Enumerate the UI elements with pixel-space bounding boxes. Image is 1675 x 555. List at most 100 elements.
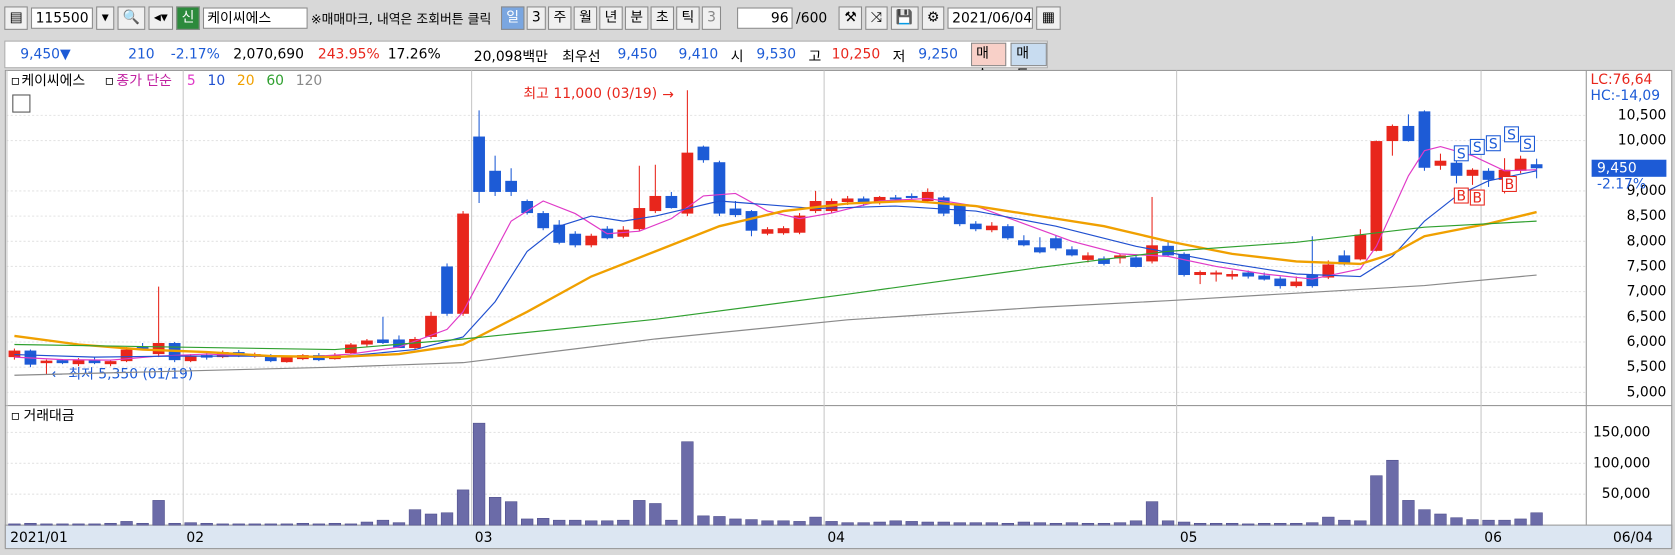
volume-bar (1129, 520, 1143, 526)
open: 9,530 (756, 46, 797, 63)
candle-body (1498, 169, 1511, 180)
signal-box (1520, 135, 1536, 152)
volume-bar (424, 513, 438, 526)
candle-body (1322, 264, 1335, 278)
low: 9,250 (918, 46, 959, 63)
candle-body (457, 213, 469, 314)
volume-bar (521, 518, 534, 526)
change: 210 (128, 46, 155, 63)
volume-bar (8, 523, 21, 526)
period-btn[interactable]: 분 (624, 6, 649, 30)
period-btn[interactable]: 3 (701, 6, 722, 30)
volume-bar (312, 523, 325, 526)
volume-bar (953, 522, 966, 526)
volume-bar (56, 523, 69, 526)
table-icon[interactable] (12, 94, 31, 113)
candle-body (1066, 249, 1078, 256)
candle-body (1130, 257, 1142, 267)
volume-bar (504, 501, 518, 526)
candle-body (937, 197, 950, 214)
volume-bar (665, 519, 678, 526)
y-tick-label: 7,000 (1627, 284, 1667, 300)
settings-btn[interactable]: ⚙ (921, 6, 945, 30)
tool-btn[interactable]: ⚒ (839, 6, 863, 30)
volume-bar (168, 522, 181, 526)
period-btn[interactable]: 년 (599, 6, 623, 30)
volume-bar (809, 516, 822, 526)
volume-bar (408, 509, 422, 526)
buy-btn[interactable]: 매수 (970, 42, 1007, 83)
volume-bar (1290, 522, 1303, 526)
volume-bar (40, 523, 53, 526)
volume-bar (344, 523, 358, 526)
save-btn[interactable]: 💾 (890, 6, 919, 30)
signal-label: S (1489, 136, 1498, 152)
candle-body (1226, 274, 1239, 277)
rate: -2.17% (170, 46, 220, 63)
candle-body (1082, 255, 1094, 260)
signal-label: S (1523, 137, 1532, 153)
amount: 20,098백만 (473, 48, 548, 65)
volume-bar (1450, 517, 1463, 526)
candle-body (1514, 158, 1527, 171)
volume-bar (1402, 500, 1415, 526)
period-btn[interactable]: 일 (500, 6, 525, 30)
period-btn[interactable]: 초 (650, 6, 675, 30)
signal-box (1469, 138, 1485, 155)
candle-body (1482, 170, 1495, 180)
candle-body (1306, 275, 1319, 287)
volume-bar (1081, 522, 1095, 526)
name-input[interactable]: 케이씨에스 (203, 7, 308, 29)
lc-label: LC:76,64 (1591, 72, 1653, 88)
volume-bar (472, 422, 486, 526)
ma-line (14, 145, 1537, 361)
volume-bar (713, 516, 726, 526)
candle-body (1370, 141, 1383, 251)
candle-body (88, 359, 101, 364)
volume-bar (1065, 522, 1079, 526)
dropdown[interactable]: ▾ (96, 6, 115, 30)
candle-body (120, 349, 133, 362)
candle-body (793, 215, 806, 233)
sell-btn[interactable]: 매도 (1010, 42, 1047, 83)
y-tick-label: 8,000 (1627, 233, 1667, 249)
y-tick-label: 5,000 (1627, 384, 1667, 400)
layout-btn[interactable]: ▤ (4, 6, 29, 30)
y-tick-label: 150,000 (1593, 424, 1650, 440)
sound-btn[interactable]: ◂▾ (148, 6, 174, 30)
y-tick-label: 100,000 (1593, 455, 1650, 471)
candle-body (1001, 226, 1014, 239)
x-tick-label: 04 (827, 530, 845, 546)
volume-bar (857, 522, 870, 526)
volume-bar (1370, 475, 1383, 526)
tool-btn[interactable]: ⤨ (865, 6, 888, 30)
volume-bar (793, 521, 806, 526)
code-input[interactable]: 115500 (31, 7, 94, 29)
search-btn[interactable]: 🔍 (117, 6, 146, 30)
candle-body (473, 136, 485, 192)
legend-entry: 60 (266, 73, 284, 89)
x-tick-label: 05 (1180, 530, 1198, 546)
candle-body (1402, 125, 1415, 142)
volume-bar (841, 522, 854, 526)
period-btn[interactable]: 월 (573, 6, 598, 30)
legend-entry: 5 (187, 73, 196, 89)
candle-body (1338, 255, 1351, 265)
volume-bar (1177, 521, 1191, 526)
period-btn[interactable]: 틱 (676, 6, 700, 30)
candle-body (569, 233, 582, 246)
count-input[interactable]: 96 (737, 7, 793, 29)
candle-body (1466, 169, 1479, 176)
volume-bar (280, 523, 293, 526)
volume-bar (1113, 522, 1127, 526)
date-input[interactable]: 2021/06/04 (947, 7, 1034, 29)
period-btn[interactable]: 3 (526, 6, 547, 30)
volume-bar (921, 521, 934, 526)
calendar-btn[interactable]: ▦ (1036, 6, 1061, 30)
candle-body (889, 197, 902, 200)
period-btn[interactable]: 주 (548, 6, 572, 30)
volume-bar (1498, 519, 1511, 526)
y-tick-label: 9,000 (1627, 183, 1667, 199)
volume-bar (296, 522, 309, 526)
y-tick-label: 6,000 (1627, 334, 1667, 350)
